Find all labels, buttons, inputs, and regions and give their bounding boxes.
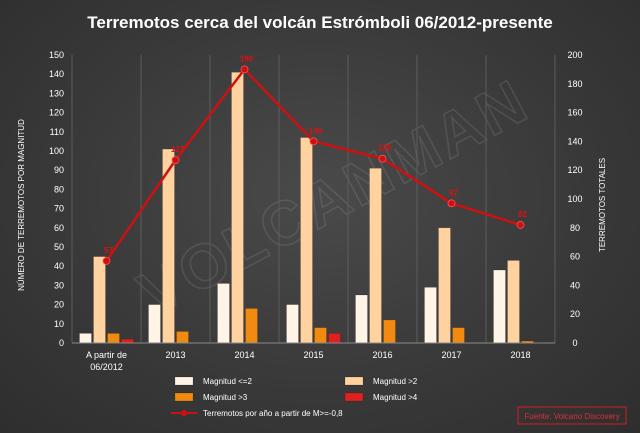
y-left-tick-label: 40 (54, 261, 64, 271)
y-left-tick-label: 60 (54, 223, 64, 233)
y-left-tick-label: 20 (54, 300, 64, 310)
bar (314, 327, 327, 344)
legend-swatch (174, 392, 194, 402)
line-point (309, 137, 318, 146)
bar (148, 304, 161, 344)
line-point (171, 156, 180, 165)
bar (93, 256, 106, 344)
legend-swatch (174, 376, 194, 386)
x-tick-label: A partir de (86, 350, 127, 360)
line-layer: 57 127 190 140 128 97 82 (102, 54, 527, 265)
y-axis-right-title: TERREMOTOS TOTALES (598, 158, 607, 252)
y-right-tick-label: 40 (570, 280, 580, 290)
x-tick-label: 2014 (234, 350, 254, 360)
line-data-label: 190 (240, 54, 254, 63)
y-right-tick-label: 200 (567, 50, 582, 60)
bar (438, 227, 451, 344)
line-data-label: 140 (309, 126, 323, 135)
y-right-tick-label: 120 (567, 165, 582, 175)
legend-label: Terremotos por año a partir de M>=-0,8 (203, 409, 343, 418)
bar (493, 269, 506, 344)
line-point (378, 154, 387, 163)
x-tick-label: 2013 (165, 350, 185, 360)
line-data-label: 97 (449, 188, 458, 197)
bar (328, 333, 341, 344)
y-right-tick-label: 0 (572, 338, 577, 348)
legend-swatch (344, 376, 364, 386)
x-tick-label: 06/2012 (90, 362, 123, 372)
x-tick-label: 2017 (441, 350, 461, 360)
source-label: Fuente: Volcano Discovery (524, 412, 619, 421)
y-right-tick-label: 60 (570, 252, 580, 262)
axes-layer: 0 10 20 30 40 50 60 70 80 90 100 110 120 130 140 150 0 20… (49, 50, 583, 372)
y-left-tick-label: 50 (54, 242, 64, 252)
line-point (447, 199, 456, 208)
source-box (517, 406, 627, 425)
y-right-tick-label: 80 (570, 223, 580, 233)
line-point (516, 221, 525, 229)
bar (121, 338, 134, 344)
bars-layer (79, 72, 534, 344)
legend-label: Magnitud <=2 (203, 377, 252, 386)
bar (355, 294, 368, 344)
bar (176, 331, 189, 344)
legend-swatch (344, 392, 364, 402)
y-right-tick-label: 140 (567, 136, 582, 146)
y-left-tick-label: 140 (49, 69, 64, 79)
line-point (102, 257, 111, 265)
bar (79, 333, 92, 344)
y-right-tick-label: 180 (567, 79, 582, 89)
y-axis-left-title: NÚMERO DE TERREMOTOS POR MAGNITUD (17, 119, 26, 291)
watermark: VOLCANMAN (128, 66, 540, 329)
y-left-tick-label: 10 (54, 319, 64, 329)
line-point (240, 65, 249, 74)
line-data-label: 82 (518, 210, 527, 219)
grid-layer (71, 55, 556, 343)
y-left-tick-label: 0 (59, 338, 64, 348)
y-left-tick-label: 100 (49, 146, 64, 156)
bar (424, 287, 437, 344)
line-data-label: 128 (378, 144, 392, 153)
x-tick-label: 2016 (372, 350, 392, 360)
y-left-tick-label: 120 (49, 108, 64, 118)
legend-label: Magnitud >4 (373, 393, 418, 402)
bar (300, 137, 313, 344)
bar (507, 260, 520, 344)
bar (452, 327, 465, 344)
y-left-tick-label: 70 (54, 204, 64, 214)
y-right-tick-label: 100 (567, 194, 582, 204)
legend-label: Magnitud >2 (373, 377, 418, 386)
y-left-tick-label: 30 (54, 280, 64, 290)
line-data-label: 57 (104, 246, 113, 255)
bar (383, 319, 396, 344)
y-left-tick-label: 90 (54, 165, 64, 175)
bar (286, 304, 299, 344)
x-tick-label: 2015 (303, 350, 323, 360)
bar (107, 333, 120, 344)
y-left-tick-label: 150 (49, 50, 64, 60)
bar (369, 168, 382, 344)
bar (217, 283, 230, 344)
x-tick-label: 2018 (510, 350, 530, 360)
y-right-tick-label: 160 (567, 108, 582, 118)
bar (231, 72, 244, 344)
y-left-tick-label: 130 (49, 88, 64, 98)
line-data-label: 127 (171, 145, 185, 154)
legend-line-marker (181, 410, 187, 416)
chart-title: Terremotos cerca del volcán Estrómboli 0… (87, 13, 553, 32)
legend: Magnitud <=2 Magnitud >2 Magnitud >3 Magnit… (171, 376, 418, 418)
bar (245, 308, 258, 344)
legend-label: Magnitud >3 (203, 393, 248, 402)
y-right-tick-label: 20 (570, 309, 580, 319)
y-left-tick-label: 110 (50, 127, 64, 137)
y-left-tick-label: 80 (54, 184, 64, 194)
